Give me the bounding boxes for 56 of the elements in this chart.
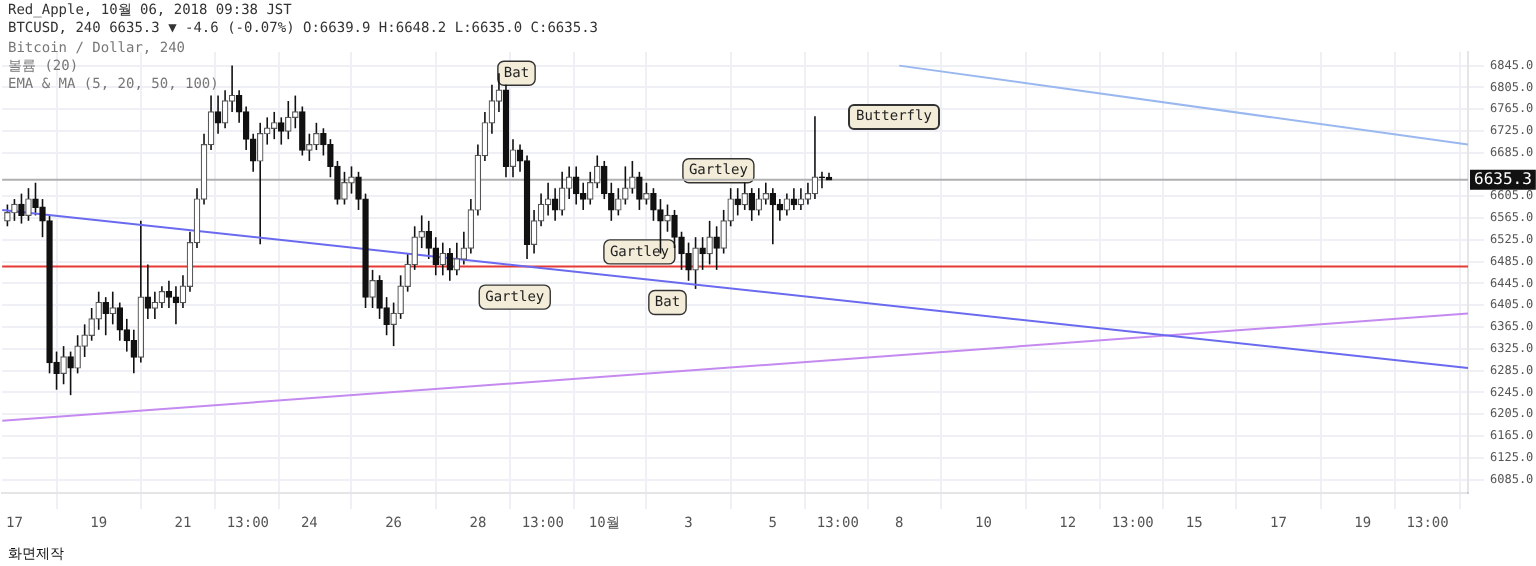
candlestick	[572, 165, 580, 206]
candlestick	[355, 171, 362, 211]
candlestick	[643, 181, 650, 206]
candlestick	[769, 187, 777, 246]
candlestick	[327, 138, 334, 179]
candlestick	[214, 94, 222, 135]
candlestick	[783, 192, 791, 217]
candlestick	[285, 100, 292, 140]
candlestick	[144, 263, 152, 320]
candlestick	[706, 220, 713, 266]
candlestick	[270, 111, 278, 140]
candlestick	[18, 192, 25, 225]
candlestick	[60, 345, 67, 386]
candlestick	[32, 181, 39, 217]
candlestick	[727, 187, 734, 228]
candlestick	[67, 350, 74, 396]
candlestick	[671, 209, 678, 249]
candlestick	[25, 187, 32, 222]
candlestick	[341, 171, 348, 206]
candlestick	[376, 274, 383, 320]
candlestick	[95, 290, 102, 331]
candlestick	[74, 334, 81, 375]
candlestick	[278, 116, 285, 146]
candlestick	[418, 214, 425, 249]
candlestick	[713, 225, 720, 271]
candlestick	[81, 323, 88, 358]
candlestick	[685, 241, 692, 282]
candlestick	[39, 198, 46, 238]
candlestick	[11, 198, 18, 222]
candlestick	[53, 350, 60, 391]
candlestick	[383, 296, 390, 337]
candlestick	[446, 247, 454, 282]
candlestick	[313, 122, 320, 151]
candlestick	[348, 165, 355, 195]
candlestick	[425, 220, 432, 260]
candlestick	[720, 209, 727, 255]
candlestick	[664, 203, 671, 233]
candlestick	[650, 187, 657, 222]
candlestick	[299, 105, 306, 157]
candlestick	[629, 160, 636, 195]
candlestick	[256, 122, 264, 246]
candlestick	[439, 241, 447, 277]
candlestick	[558, 171, 566, 217]
candlestick	[551, 187, 559, 222]
candlestick	[678, 230, 685, 271]
candlestick	[755, 187, 763, 217]
candlestick	[615, 187, 622, 217]
ref-line-label: 6635.3	[1474, 170, 1533, 188]
candlestick	[622, 165, 629, 206]
candlestick	[748, 187, 756, 222]
candlestick	[88, 307, 95, 342]
candlestick	[741, 181, 748, 211]
candlestick	[102, 296, 109, 337]
candlestick	[811, 115, 819, 200]
candlestick	[636, 171, 643, 211]
candlestick	[692, 236, 699, 290]
